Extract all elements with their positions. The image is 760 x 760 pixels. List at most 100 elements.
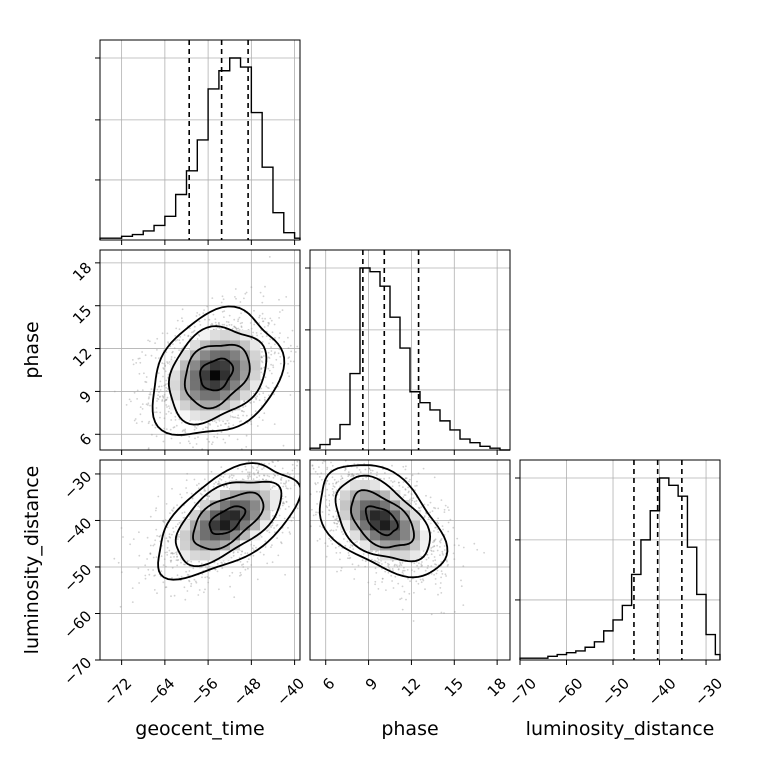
scatter-point <box>350 544 352 546</box>
scatter-point <box>268 369 271 372</box>
scatter-point <box>152 544 155 547</box>
scatter-point <box>263 412 266 415</box>
scatter-point <box>141 351 144 353</box>
density-cell <box>190 410 201 421</box>
scatter-point <box>162 375 164 378</box>
scatter-point <box>399 561 401 564</box>
scatter-point <box>296 446 298 448</box>
scatter-point <box>149 515 152 518</box>
scatter-point <box>136 398 139 400</box>
scatter-point <box>223 316 225 318</box>
scatter-point <box>270 346 272 348</box>
scatter-point <box>453 611 456 613</box>
scatter-point <box>348 473 351 476</box>
scatter-point <box>331 452 333 454</box>
density-cell <box>240 350 251 361</box>
scatter-point <box>237 318 240 321</box>
scatter-point <box>278 348 281 351</box>
scatter-point <box>156 349 158 351</box>
scatter-point <box>221 562 224 564</box>
scatter-point <box>247 567 249 570</box>
scatter-point <box>240 325 243 328</box>
scatter-point <box>443 545 446 547</box>
scatter-point <box>273 474 276 477</box>
density-cell <box>220 390 231 401</box>
scatter-point <box>412 497 415 500</box>
scatter-point <box>325 482 327 485</box>
density-cell <box>240 510 251 521</box>
scatter-point <box>376 471 378 474</box>
density-cell <box>260 480 271 491</box>
scatter-point <box>274 465 276 468</box>
scatter-point <box>335 481 338 484</box>
scatter-point <box>282 502 284 505</box>
scatter-point <box>151 433 153 436</box>
scatter-point <box>209 424 212 426</box>
histogram-panel-luminosity-distance <box>515 459 721 665</box>
scatter-point <box>187 440 190 443</box>
scatter-point <box>185 570 188 573</box>
scatter-point <box>272 366 275 369</box>
density-cell <box>200 540 211 551</box>
density-cell <box>190 360 201 371</box>
scatter-point <box>183 511 186 514</box>
scatter-point <box>218 322 220 324</box>
scatter-point <box>402 496 405 498</box>
scatter-point <box>178 328 181 331</box>
scatter-point <box>203 309 206 311</box>
scatter-point <box>216 570 219 573</box>
density-cell <box>250 520 261 531</box>
scatter-point <box>165 386 168 389</box>
density-cell <box>260 490 271 501</box>
density-cell <box>250 480 261 491</box>
scatter-point <box>171 351 174 354</box>
scatter-point <box>296 460 299 463</box>
scatter-point <box>173 347 176 350</box>
scatter-point <box>254 410 257 413</box>
scatter-point <box>154 509 157 512</box>
scatter-point <box>273 431 275 433</box>
scatter-point <box>172 507 175 510</box>
scatter-point <box>246 475 249 477</box>
density-cell <box>180 360 191 371</box>
scatter-point <box>317 511 319 514</box>
scatter-point <box>144 564 147 567</box>
scatter-point <box>228 476 231 479</box>
scatter-point <box>184 563 186 566</box>
scatter-point <box>171 487 173 490</box>
scatter-point <box>306 476 308 478</box>
scatter-point <box>176 338 179 341</box>
scatter-point <box>194 426 196 428</box>
scatter-point <box>334 518 337 521</box>
scatter-point <box>206 576 209 578</box>
scatter-point <box>253 323 256 326</box>
scatter-point <box>393 564 396 567</box>
scatter-point <box>159 534 162 537</box>
scatter-point <box>253 473 256 476</box>
scatter-point <box>321 511 324 513</box>
scatter-point <box>324 482 327 484</box>
scatter-point <box>443 511 446 513</box>
scatter-point <box>261 356 263 359</box>
density-cell <box>230 520 241 531</box>
scatter-point <box>190 335 192 338</box>
scatter-point <box>274 337 276 339</box>
scatter-point <box>235 297 237 300</box>
scatter-point <box>278 336 281 339</box>
scatter-point <box>214 321 217 324</box>
scatter-point <box>417 582 420 585</box>
scatter-point <box>413 570 416 573</box>
scatter-point <box>206 305 209 308</box>
scatter-point <box>158 535 161 538</box>
scatter-point <box>270 363 272 366</box>
scatter-point <box>440 561 443 563</box>
scatter-point <box>274 474 277 477</box>
scatter-point <box>272 521 274 524</box>
scatter-point <box>318 466 320 468</box>
scatter-point <box>287 527 289 529</box>
scatter-point <box>201 573 204 575</box>
scatter-point <box>145 381 148 384</box>
scatter-point <box>373 478 375 481</box>
scatter-point <box>158 452 160 454</box>
scatter-point <box>237 414 240 417</box>
